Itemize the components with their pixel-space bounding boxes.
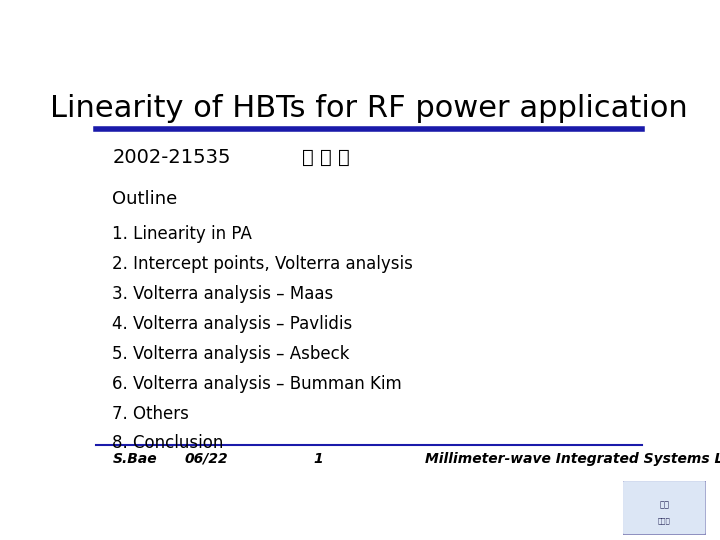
Text: 배 성 준: 배 성 준 — [302, 148, 350, 167]
Text: S.Bae: S.Bae — [112, 452, 157, 466]
Text: 연세: 연세 — [660, 501, 669, 509]
Text: Millimeter-wave Integrated Systems Lab.: Millimeter-wave Integrated Systems Lab. — [425, 452, 720, 466]
Text: 4. Volterra analysis – Pavlidis: 4. Volterra analysis – Pavlidis — [112, 315, 353, 333]
Text: 6. Volterra analysis – Bumman Kim: 6. Volterra analysis – Bumman Kim — [112, 375, 402, 393]
Text: 3. Volterra analysis – Maas: 3. Volterra analysis – Maas — [112, 285, 333, 303]
Text: 1: 1 — [313, 452, 323, 466]
Text: 2. Intercept points, Volterra analysis: 2. Intercept points, Volterra analysis — [112, 255, 413, 273]
Text: Outline: Outline — [112, 190, 178, 207]
Text: 2002-21535: 2002-21535 — [112, 148, 231, 167]
Text: 1. Linearity in PA: 1. Linearity in PA — [112, 225, 252, 243]
Text: 5. Volterra analysis – Asbeck: 5. Volterra analysis – Asbeck — [112, 345, 350, 363]
Text: 8. Conclusion: 8. Conclusion — [112, 435, 224, 453]
Text: 7. Others: 7. Others — [112, 404, 189, 422]
FancyBboxPatch shape — [622, 480, 706, 535]
Text: 06/22: 06/22 — [185, 452, 228, 466]
Text: Linearity of HBTs for RF power application: Linearity of HBTs for RF power applicati… — [50, 94, 688, 123]
Text: 대학교: 대학교 — [658, 518, 670, 524]
